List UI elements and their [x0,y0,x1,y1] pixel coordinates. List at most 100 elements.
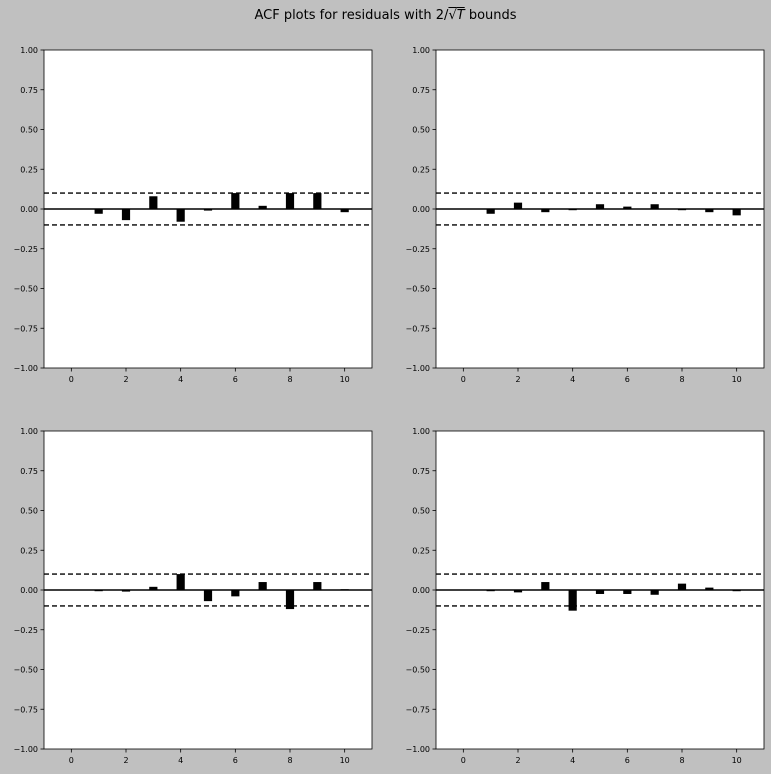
acf-bar [541,582,550,590]
y-tick-label: −0.25 [13,626,38,635]
title-sqrt-term: T [456,8,465,23]
acf-bar [513,202,523,209]
acf-bar [677,583,687,590]
y-tick-label: −0.75 [13,324,38,333]
x-tick-label: 0 [69,756,74,765]
acf-bar [595,590,605,594]
figure-title: ACF plots for residuals with 2/√T bounds [0,8,771,23]
x-tick-label: 0 [69,375,74,384]
y-tick-label: 0.00 [412,586,430,595]
x-tick-label: 10 [732,375,742,384]
title-suffix: bounds [464,8,517,23]
x-tick-label: 10 [340,756,350,765]
acf-bar [623,206,632,209]
y-tick-label: 0.75 [20,86,38,95]
acf-bar [650,204,659,209]
y-tick-label: −0.50 [405,285,430,294]
acf-subplot-2: −1.00 −0.75 −0.50 −0.25 0.00 0.25 0.50 0.75 1.00… [405,46,765,384]
acf-bar [313,193,322,209]
acf-bar [258,582,267,590]
y-tick-label: −0.50 [13,666,38,675]
y-tick-label: −1.00 [405,745,430,754]
y-tick-label: 0.50 [412,507,430,516]
x-tick-label: 0 [461,756,466,765]
acf-bar [541,209,550,213]
x-tick-label: 8 [287,375,292,384]
y-tick-label: −0.25 [13,245,38,254]
y-tick-label: 0.50 [20,126,38,135]
acf-bar [313,582,322,590]
x-tick-label: 2 [515,375,520,384]
y-tick-label: −1.00 [13,364,38,373]
acf-bar [732,209,741,216]
x-tick-label: 6 [233,375,238,384]
x-tick-label: 4 [178,375,183,384]
acf-bar [149,586,158,590]
x-tick-label: 4 [570,756,575,765]
acf-bar [149,196,158,209]
y-tick-label: 0.75 [412,467,430,476]
y-tick-label: 0.75 [20,467,38,476]
acf-bar [623,590,632,594]
y-tick-label: 1.00 [412,427,430,436]
acf-bar [203,209,213,211]
x-tick-label: 8 [287,756,292,765]
x-tick-label: 6 [233,756,238,765]
acf-bar [650,590,659,595]
acf-bar [705,587,714,590]
x-tick-label: 2 [515,756,520,765]
title-prefix: ACF plots for residuals with 2/ [254,8,449,23]
acf-bar [285,193,295,209]
acf-bar [568,590,577,611]
y-tick-label: −0.75 [13,705,38,714]
y-tick-label: 0.00 [412,205,430,214]
y-tick-label: 0.25 [20,165,38,174]
acf-bar [258,205,267,209]
x-tick-label: 8 [679,375,684,384]
acf-bar [595,204,605,209]
y-tick-label: 0.25 [412,165,430,174]
y-tick-label: 0.25 [412,546,430,555]
y-tick-label: −0.75 [405,705,430,714]
title-sqrt-symbol: √T [448,8,465,23]
x-tick-label: 2 [123,756,128,765]
acf-bar [176,574,185,590]
acf-subplot-4: −1.00 −0.75 −0.50 −0.25 0.00 0.25 0.50 0.75 1.00… [405,427,765,765]
x-tick-label: 10 [732,756,742,765]
y-tick-label: 0.50 [20,507,38,516]
y-tick-label: 0.50 [412,126,430,135]
acf-bar [513,590,523,593]
x-tick-label: 4 [570,375,575,384]
acf-subplot-1: −1.00 −0.75 −0.50 −0.25 0.00 0.25 0.50 0.75 1.00… [13,46,373,384]
acf-subplot-3: −1.00 −0.75 −0.50 −0.25 0.00 0.25 0.50 0.75 1.00… [13,427,373,765]
y-tick-label: −0.25 [405,626,430,635]
y-tick-label: −1.00 [405,364,430,373]
y-tick-label: 1.00 [20,46,38,55]
acf-bar [203,590,213,602]
y-tick-label: −0.50 [405,666,430,675]
y-tick-label: 0.00 [20,586,38,595]
acf-bar [285,590,295,610]
y-tick-label: 0.00 [20,205,38,214]
x-tick-label: 0 [461,375,466,384]
y-tick-label: 1.00 [20,427,38,436]
y-tick-label: −0.25 [405,245,430,254]
x-tick-label: 8 [679,756,684,765]
y-tick-label: −0.50 [13,285,38,294]
x-tick-label: 10 [340,375,350,384]
acf-bar [121,590,131,592]
acf-bar [340,209,349,213]
acf-bar [486,209,495,214]
acf-bar [231,193,240,209]
y-tick-label: −0.75 [405,324,430,333]
x-tick-label: 6 [625,375,630,384]
y-tick-label: −1.00 [13,745,38,754]
y-tick-label: 1.00 [412,46,430,55]
acf-bar [705,209,714,213]
acf-bar [176,209,185,222]
acf-bar [121,209,131,221]
x-tick-label: 6 [625,756,630,765]
y-tick-label: 0.75 [412,86,430,95]
